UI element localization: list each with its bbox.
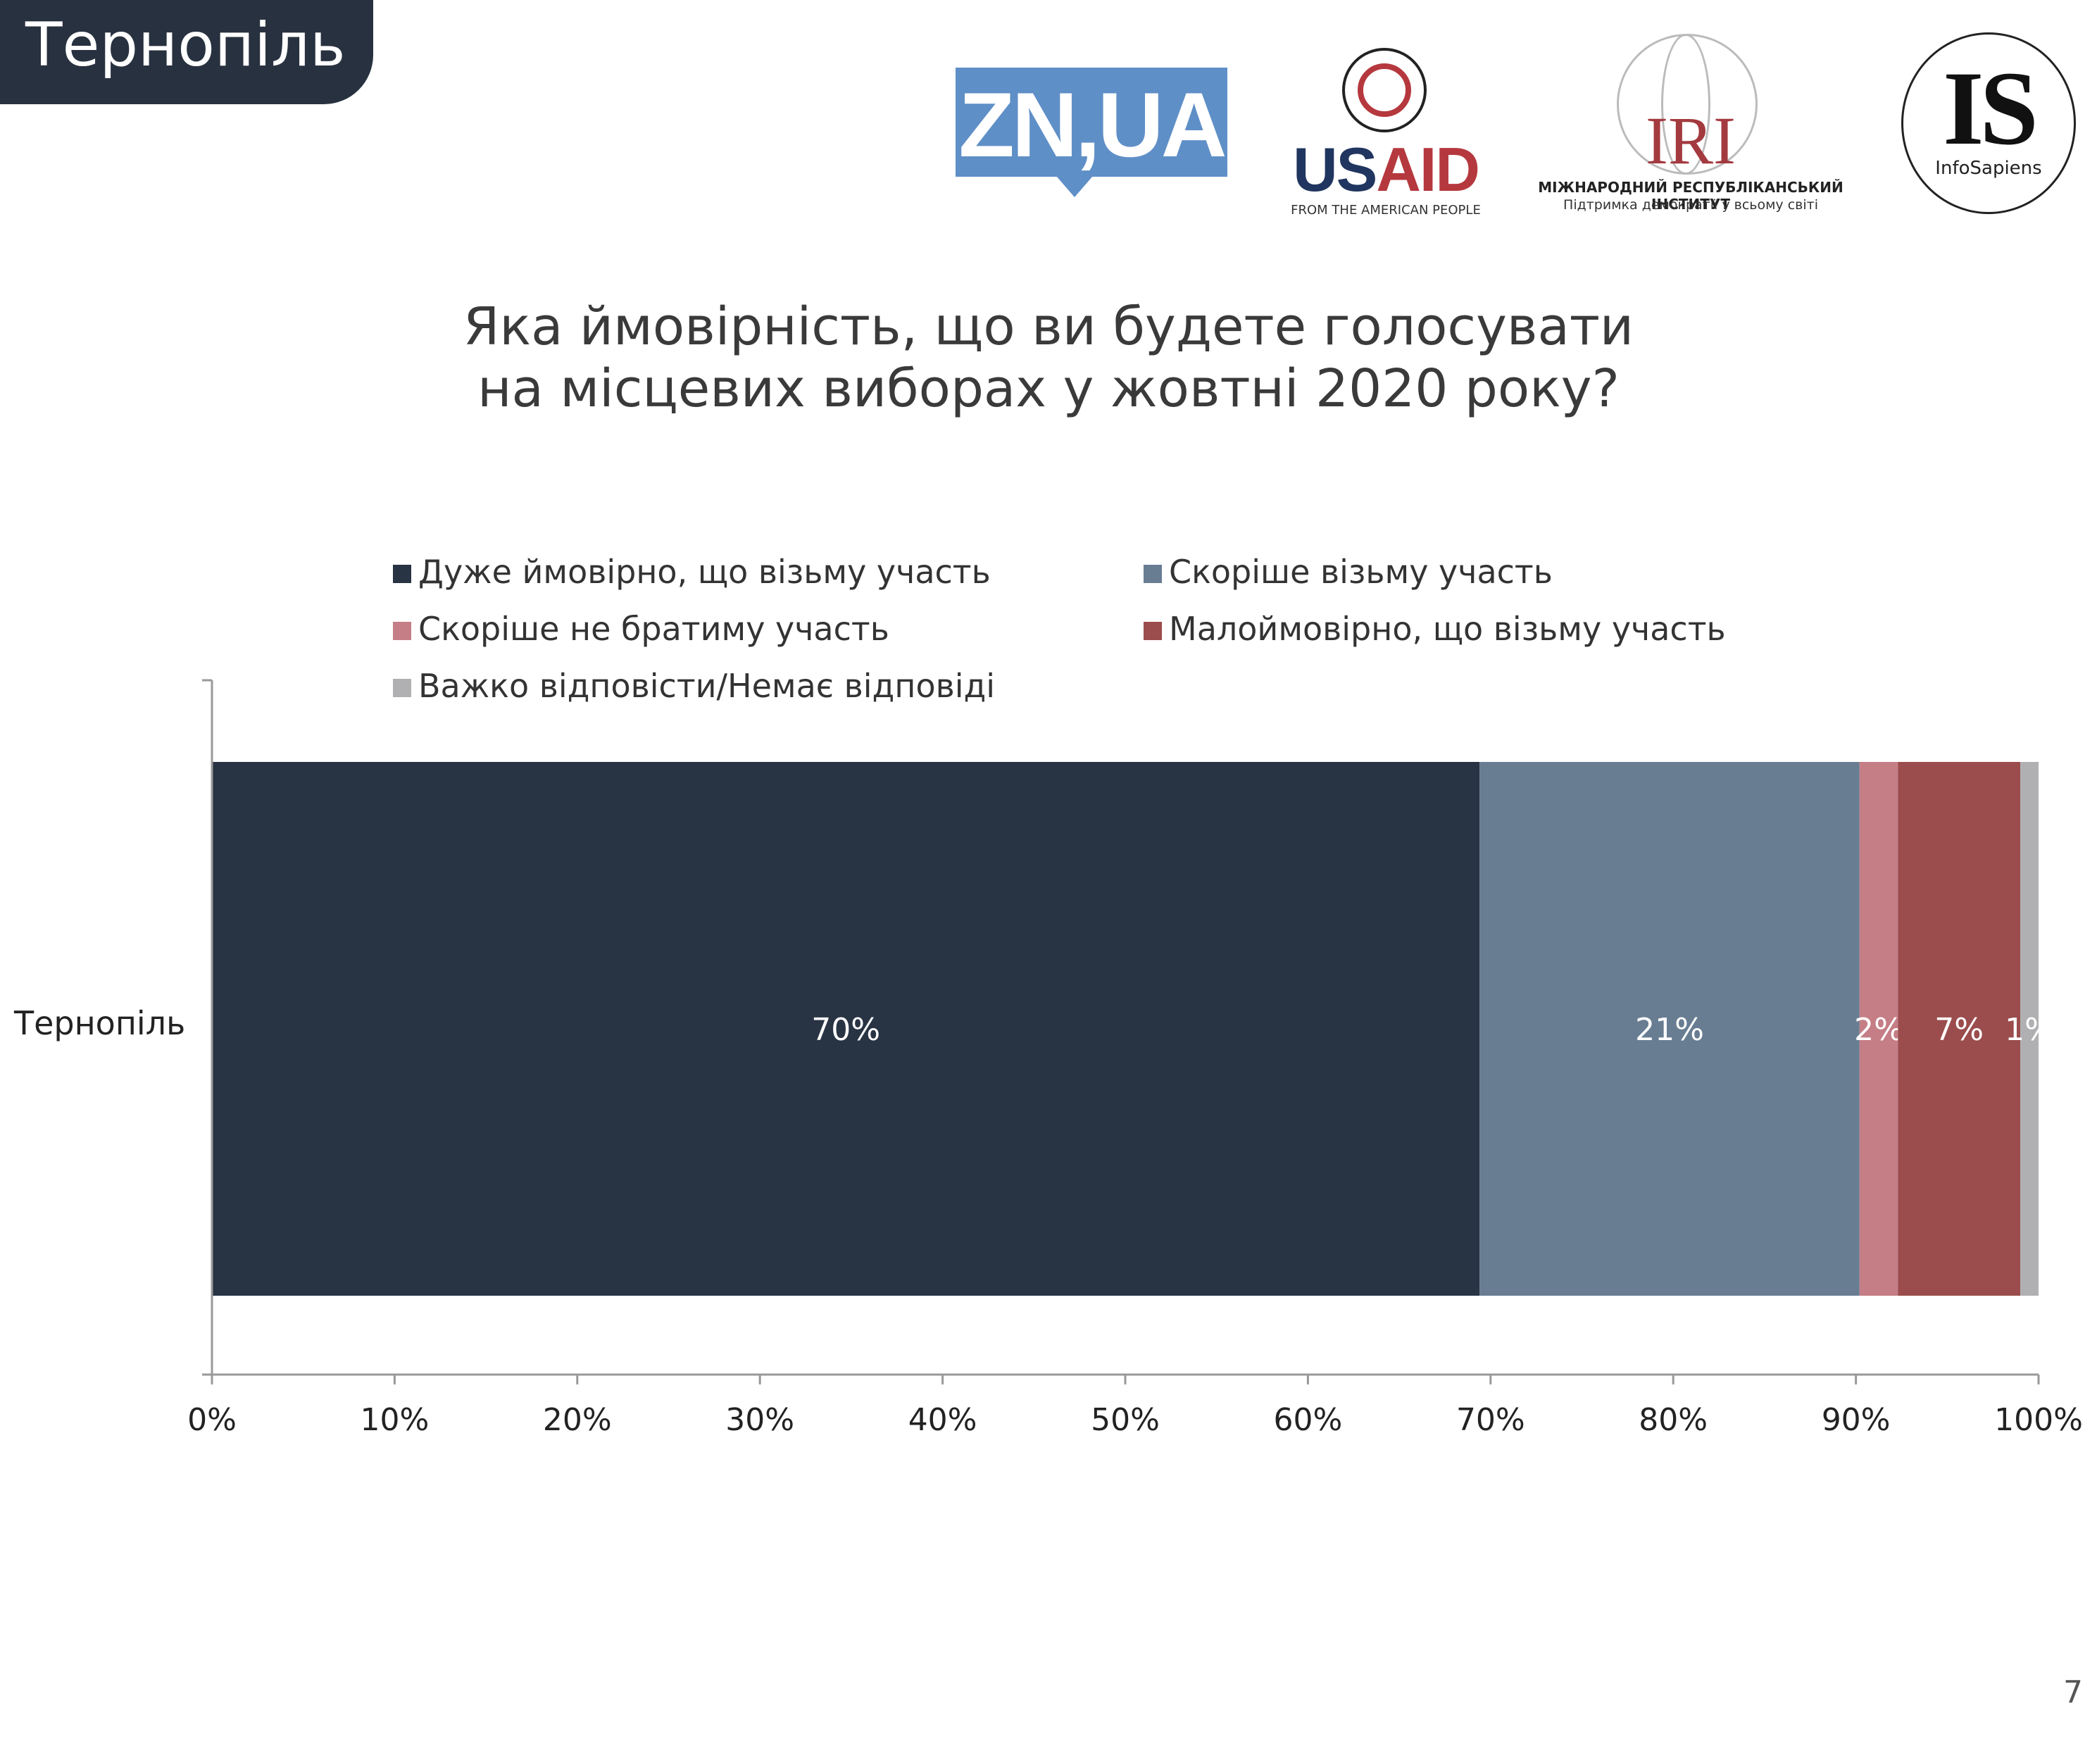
legend-swatch bbox=[393, 622, 411, 640]
x-tick-label: 10% bbox=[361, 1402, 430, 1438]
zn-ua-logo: ZN,UA bbox=[956, 68, 1227, 177]
x-tick-label: 80% bbox=[1639, 1402, 1708, 1438]
region-tab-label: Тернопіль bbox=[25, 10, 346, 80]
legend-label: Дуже ймовірно, що візьму участь bbox=[418, 553, 991, 591]
x-tick-label: 0% bbox=[187, 1402, 237, 1438]
legend-label: Скоріше візьму участь bbox=[1169, 553, 1553, 591]
data-label-0: 70% bbox=[811, 1012, 880, 1048]
usaid-seal-icon bbox=[1342, 48, 1427, 132]
region-tab: Тернопіль bbox=[0, 0, 373, 104]
infosapiens-mark: IS bbox=[1943, 50, 2039, 167]
usaid-wordmark: USAID bbox=[1287, 134, 1484, 206]
legend-swatch bbox=[1144, 622, 1162, 640]
legend-swatch bbox=[1144, 565, 1162, 583]
iri-mark: IRI bbox=[1646, 103, 1736, 178]
infosapiens-logo: IS InfoSapiens bbox=[1901, 32, 2076, 214]
x-tick-label: 90% bbox=[1822, 1402, 1891, 1438]
bar-segment-2 bbox=[1859, 762, 1898, 1296]
iri-tagline: Підтримка демократії у всьому світі bbox=[1563, 197, 1818, 213]
legend-label: Малоймовірно, що візьму участь bbox=[1169, 610, 1726, 648]
usaid-tagline: FROM THE AMERICAN PEOPLE bbox=[1291, 203, 1481, 218]
data-label-1: 21% bbox=[1635, 1012, 1704, 1048]
zn-ua-logo-tail bbox=[1056, 176, 1093, 197]
category-label: Тернопіль bbox=[14, 1004, 186, 1042]
usaid-logo: USAID FROM THE AMERICAN PEOPLE bbox=[1287, 42, 1484, 218]
data-label-2: 2% bbox=[1854, 1012, 1903, 1048]
bar-segment-1 bbox=[1479, 762, 1860, 1296]
iri-logo: IRI МІЖНАРОДНИЙ РЕСПУБЛІКАНСЬКИЙ ІНСТИТУ… bbox=[1520, 31, 1862, 221]
zn-ua-logo-text: ZN,UA bbox=[958, 73, 1227, 176]
x-tick-label: 100% bbox=[1994, 1402, 2083, 1438]
x-tick-label: 30% bbox=[725, 1402, 794, 1438]
data-label-3: 7% bbox=[1934, 1012, 1984, 1048]
legend-label: Скоріше не братиму участь bbox=[418, 610, 889, 648]
legend-swatch bbox=[393, 565, 411, 583]
iri-globe-icon bbox=[1617, 34, 1758, 175]
bar-group: 70% 21% 2% 7% 1% bbox=[212, 762, 2054, 1296]
x-tick-label: 50% bbox=[1091, 1402, 1160, 1438]
usaid-aid: AID bbox=[1376, 135, 1480, 204]
chart-title-line-1: Яка ймовірність, що ви будете голосувати bbox=[463, 296, 1634, 357]
infosapiens-ring-icon bbox=[1901, 32, 2076, 214]
chart-title-line-2: на місцевих виборах у жовтні 2020 року? bbox=[477, 358, 1620, 419]
x-tick-label: 70% bbox=[1456, 1402, 1525, 1438]
data-label-4: 1% bbox=[2005, 1012, 2054, 1048]
iri-name: МІЖНАРОДНИЙ РЕСПУБЛІКАНСЬКИЙ ІНСТИТУТ bbox=[1538, 179, 1844, 213]
bar-segment-0 bbox=[212, 762, 1480, 1296]
page-number: 7 bbox=[2063, 1675, 2083, 1710]
bar-segment-3 bbox=[1898, 762, 2021, 1296]
infosapiens-name: InfoSapiens bbox=[1935, 158, 2042, 179]
legend-label: Важко відповісти/Немає відповіді bbox=[418, 667, 996, 705]
axes: 0% 10% 20% 30% 40% 50% 60% 70% 80% 90% 100% bbox=[187, 679, 2083, 1438]
x-tick-label: 20% bbox=[543, 1402, 612, 1438]
usaid-us: US bbox=[1293, 135, 1377, 204]
legend-swatch bbox=[393, 679, 411, 697]
x-tick-label: 60% bbox=[1274, 1402, 1343, 1438]
bar-segment-4 bbox=[2020, 762, 2039, 1296]
x-tick-label: 40% bbox=[908, 1402, 977, 1438]
chart-title: Яка ймовірність, що ви будете голосувати… bbox=[0, 296, 2097, 420]
